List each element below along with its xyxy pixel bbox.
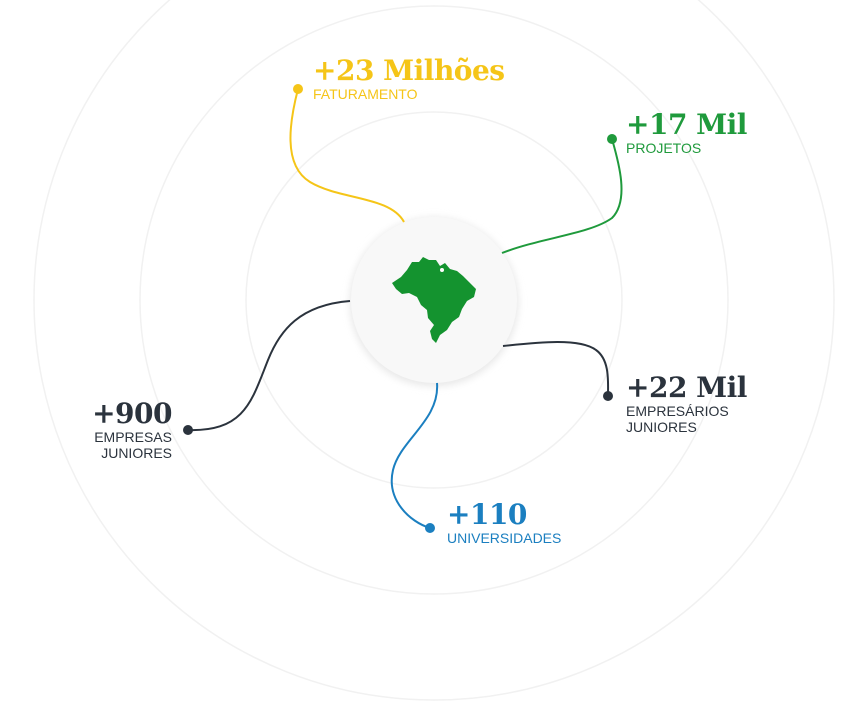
stat-value-empresas: +900 (92, 397, 172, 430)
stat-value-universidades: +110 (447, 498, 527, 531)
connector-faturamento (289, 88, 405, 223)
stat-faturamento: +23 Milhões FATURAMENTO (313, 54, 505, 103)
connector-universidades (390, 382, 439, 529)
stat-label-projetos: PROJETOS (626, 140, 702, 156)
concentric-rings (33, 0, 835, 701)
dot-empresas (183, 425, 193, 435)
stat-label-empresas-line2: JUNIORES (101, 445, 172, 461)
dot-empresarios (603, 391, 613, 401)
ring-outer (33, 0, 835, 701)
dot-projetos (607, 134, 617, 144)
stat-label-empresarios-line1: EMPRESÁRIOS (626, 403, 729, 419)
stat-label-faturamento: FATURAMENTO (313, 86, 418, 102)
dot-faturamento (293, 84, 303, 94)
stat-projetos: +17 Mil PROJETOS (626, 108, 747, 157)
connector-empresas (187, 300, 351, 432)
connector-empresarios (502, 341, 610, 397)
stat-value-projetos: +17 Mil (626, 108, 747, 141)
connector-projetos (501, 138, 623, 254)
brazil-map-icon (392, 257, 476, 343)
ring-inner (245, 111, 623, 489)
stat-empresas: +900 EMPRESAS JUNIORES (92, 397, 172, 462)
stat-label-universidades: UNIVERSIDADES (447, 530, 562, 546)
stat-value-empresarios: +22 Mil (626, 371, 747, 404)
ring-middle (139, 5, 729, 595)
stat-label-empresas-line1: EMPRESAS (94, 429, 172, 445)
stat-label-empresarios-line2: JUNIORES (626, 419, 697, 435)
dot-universidades (425, 523, 435, 533)
map-river-dot (440, 268, 444, 272)
stat-empresarios: +22 Mil EMPRESÁRIOS JUNIORES (626, 371, 747, 436)
stat-value-faturamento: +23 Milhões (313, 54, 505, 87)
stat-universidades: +110 UNIVERSIDADES (447, 498, 562, 547)
